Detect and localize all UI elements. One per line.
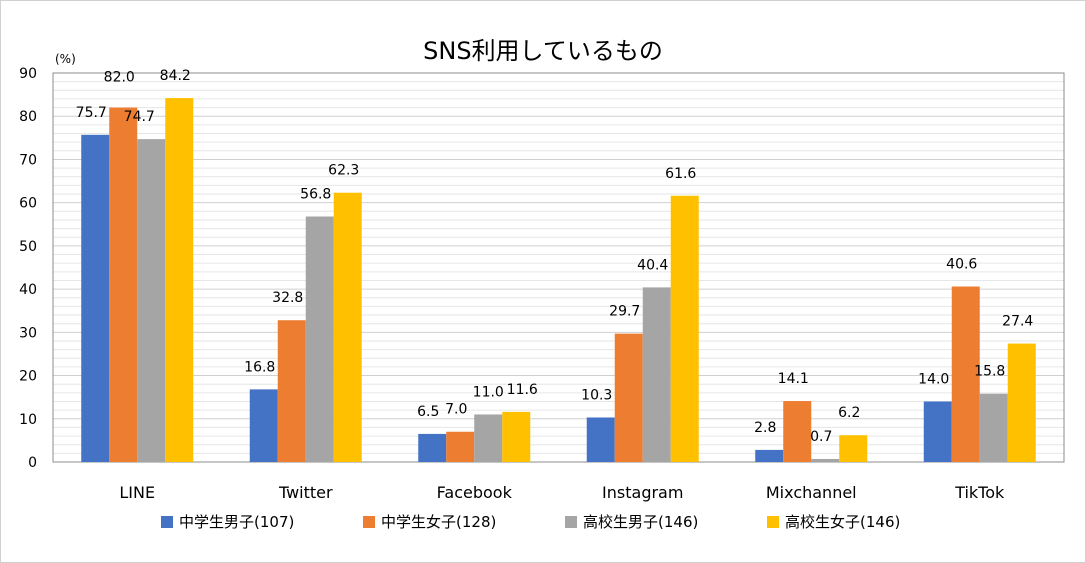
data-label: 27.4 xyxy=(1002,314,1033,330)
y-axis-ticks: 0 10 20 30 40 50 60 70 80 90 xyxy=(19,66,37,471)
bar xyxy=(670,195,699,463)
bar xyxy=(811,458,840,462)
y-tick-label: 50 xyxy=(19,239,37,255)
legend-label: 中学生男子(107) xyxy=(179,513,294,531)
y-tick-label: 30 xyxy=(19,325,37,341)
bar xyxy=(642,287,671,462)
chart-title: SNS利用しているもの xyxy=(423,37,663,65)
bar xyxy=(249,389,278,462)
y-tick-label: 20 xyxy=(19,369,37,385)
data-label: 7.0 xyxy=(445,402,467,418)
data-label: 11.0 xyxy=(473,384,504,400)
data-label: 40.6 xyxy=(946,257,977,273)
bar xyxy=(446,431,475,462)
data-label: 2.8 xyxy=(754,420,776,436)
bar xyxy=(109,107,138,463)
data-label: 11.6 xyxy=(507,382,538,398)
legend-label: 中学生女子(128) xyxy=(381,513,496,531)
bars xyxy=(81,98,1036,463)
y-tick-label: 10 xyxy=(19,412,37,428)
category-label: Instagram xyxy=(602,483,683,502)
x-axis-categories: LINE Twitter Facebook Instagram Mixchannel Ti… xyxy=(119,483,1005,502)
bar xyxy=(418,433,447,462)
y-tick-label: 80 xyxy=(19,109,37,125)
data-label: 0.7 xyxy=(810,429,832,445)
data-label: 32.8 xyxy=(272,290,303,306)
data-labels: 75.7 82.0 74.7 84.2 16.8 32.8 56.8 62.3 6.5 7.0 11… xyxy=(76,68,1034,445)
y-tick-label: 0 xyxy=(28,455,37,471)
bar xyxy=(165,98,194,463)
data-label: 14.0 xyxy=(918,371,949,387)
data-label: 6.2 xyxy=(838,405,860,421)
legend-swatch xyxy=(363,516,375,528)
data-label: 82.0 xyxy=(104,70,135,86)
category-label: LINE xyxy=(119,483,155,502)
bar xyxy=(979,393,1008,462)
bar xyxy=(586,417,615,462)
bar xyxy=(923,401,952,462)
data-label: 84.2 xyxy=(160,68,191,84)
legend-swatch xyxy=(565,516,577,528)
y-tick-label: 60 xyxy=(19,196,37,212)
bar xyxy=(1007,343,1036,462)
category-label: TikTok xyxy=(954,483,1005,502)
data-label: 75.7 xyxy=(76,105,107,121)
y-tick-label: 40 xyxy=(19,282,37,298)
gridlines xyxy=(53,72,1064,463)
data-label: 40.4 xyxy=(637,257,668,273)
data-label: 61.6 xyxy=(665,166,696,182)
plot-area xyxy=(52,72,1065,463)
data-label: 15.8 xyxy=(974,364,1005,380)
bar xyxy=(783,401,812,462)
bar xyxy=(614,333,643,462)
bar xyxy=(81,134,110,462)
bar xyxy=(839,435,868,462)
bar xyxy=(333,192,362,462)
legend-label: 高校生女子(146) xyxy=(785,513,900,531)
bar xyxy=(137,139,166,462)
data-label: 29.7 xyxy=(609,304,640,320)
legend-swatch xyxy=(767,516,779,528)
data-label: 6.5 xyxy=(417,404,439,420)
data-label: 14.1 xyxy=(778,371,809,387)
category-label: Facebook xyxy=(437,483,513,502)
y-tick-label: 70 xyxy=(19,152,37,168)
bar xyxy=(277,320,306,462)
legend: 中学生男子(107) 中学生女子(128) 高校生男子(146) 高校生女子(146) xyxy=(161,513,900,531)
plot-border xyxy=(52,72,1065,463)
bar xyxy=(474,414,503,462)
y-tick-label: 90 xyxy=(19,66,37,82)
bar xyxy=(502,411,531,462)
bar xyxy=(305,216,334,462)
bar xyxy=(755,449,784,462)
category-label: Twitter xyxy=(278,483,333,502)
bar xyxy=(951,286,980,462)
data-label: 56.8 xyxy=(300,186,331,202)
data-label: 62.3 xyxy=(328,163,359,179)
legend-swatch xyxy=(161,516,173,528)
data-label: 10.3 xyxy=(581,387,612,403)
legend-label: 高校生男子(146) xyxy=(583,513,698,531)
data-label: 16.8 xyxy=(244,359,275,375)
y-axis-unit-label: (%) xyxy=(55,52,76,66)
data-label: 74.7 xyxy=(124,109,155,125)
category-label: Mixchannel xyxy=(766,483,857,502)
